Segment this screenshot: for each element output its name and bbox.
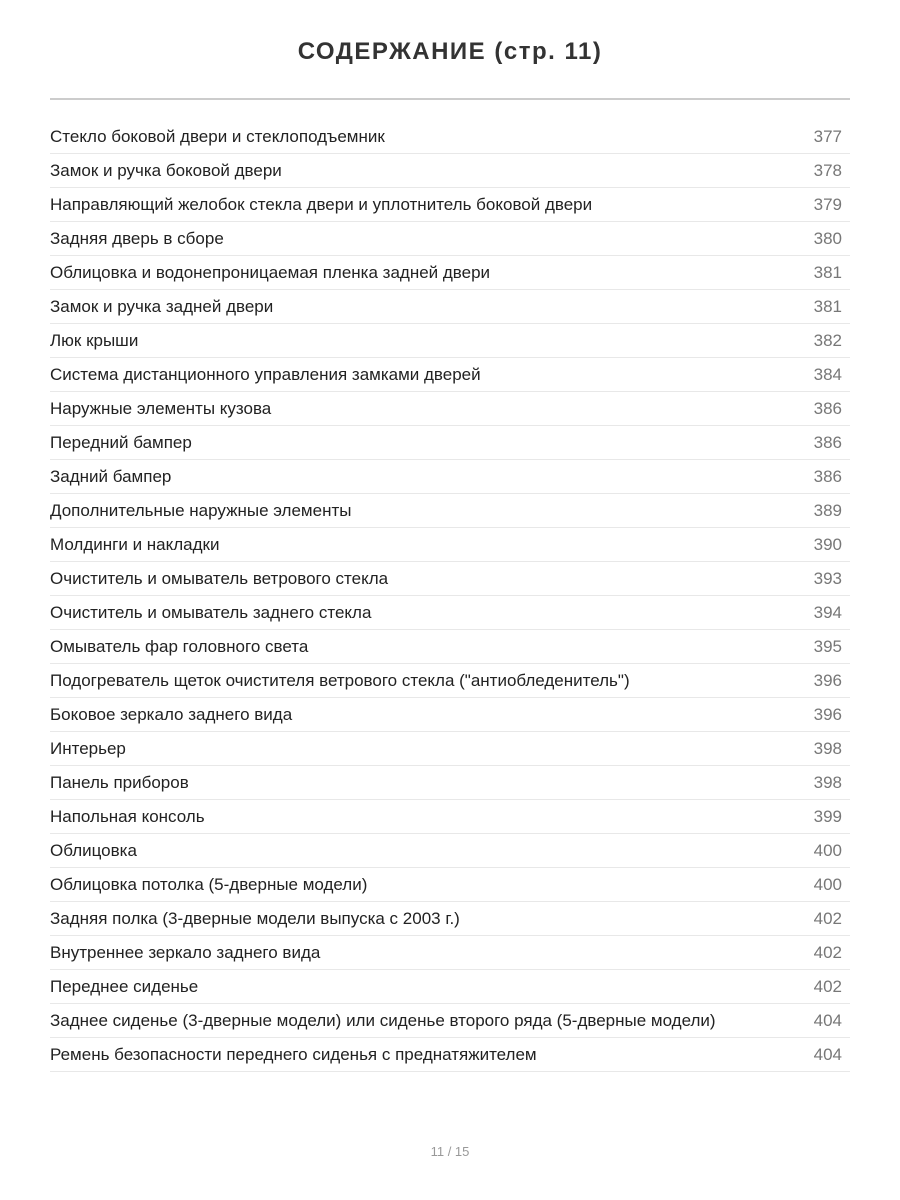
toc-entry-page: 377 — [813, 126, 842, 146]
toc-entry-page: 400 — [813, 874, 842, 894]
toc-entry-title: Панель приборов — [50, 772, 189, 792]
toc-entry-title: Система дистанционного управления замкам… — [50, 364, 481, 384]
page-title: СОДЕРЖАНИЕ (стр. 11) — [297, 38, 603, 65]
toc-entry-page: 396 — [813, 670, 842, 690]
toc-entry-title: Переднее сиденье — [50, 976, 199, 996]
toc-entry[interactable]: Панель приборов 398 — [50, 766, 850, 800]
toc-entry-page: 398 — [813, 772, 842, 792]
toc-entry[interactable]: Облицовка и водонепроницаемая пленка зад… — [50, 256, 850, 290]
toc-entry-page: 399 — [813, 806, 842, 826]
toc-entry-title: Направляющий желобок стекла двери и упло… — [50, 194, 593, 214]
toc-entry-title: Очиститель и омыватель ветрового стекла — [50, 568, 389, 588]
toc-entry[interactable]: Задний бампер 386 — [50, 460, 850, 494]
toc-entry-page: 386 — [813, 466, 842, 486]
toc-entry[interactable]: Замок и ручка задней двери 381 — [50, 290, 850, 324]
toc-entry-title: Омыватель фар головного света — [50, 636, 309, 656]
page-indicator: 11 / 15 — [430, 1144, 470, 1159]
toc-entry[interactable]: Задняя полка (3-дверные модели выпуска с… — [50, 902, 850, 936]
toc-entry-title: Молдинги и накладки — [50, 534, 220, 554]
toc-entry-title: Стекло боковой двери и стеклоподъемник — [50, 126, 385, 146]
toc-entry-title: Боковое зеркало заднего вида — [50, 704, 293, 724]
toc-entry-title: Облицовка потолка (5-дверные модели) — [50, 874, 368, 894]
toc-entry[interactable]: Очиститель и омыватель ветрового стекла 3… — [50, 562, 850, 596]
toc-entry-page: 390 — [813, 534, 842, 554]
toc-entry-page: 382 — [813, 330, 842, 350]
toc-entry[interactable]: Заднее сиденье (3-дверные модели) или си… — [50, 1004, 850, 1038]
toc-entry-title: Дополнительные наружные элементы — [50, 500, 352, 520]
toc-entry-title: Задний бампер — [50, 466, 172, 486]
toc-entry-title: Замок и ручка задней двери — [50, 296, 274, 316]
toc-entry[interactable]: Подогреватель щеток очистителя ветрового… — [50, 664, 850, 698]
toc-entry-page: 402 — [813, 942, 842, 962]
toc-entry-page: 404 — [813, 1010, 842, 1030]
toc-entry-page: 395 — [813, 636, 842, 656]
toc-entry-title: Замок и ручка боковой двери — [50, 160, 282, 180]
toc-entry[interactable]: Внутреннее зеркало заднего вида 402 — [50, 936, 850, 970]
toc-entry[interactable]: Передний бампер 386 — [50, 426, 850, 460]
toc-entry-title: Наружные элементы кузова — [50, 398, 272, 418]
toc-entry-page: 404 — [813, 1044, 842, 1064]
toc-entry-title: Очиститель и омыватель заднего стекла — [50, 602, 372, 622]
toc-entry[interactable]: Интерьер 398 — [50, 732, 850, 766]
toc-entry-page: 394 — [813, 602, 842, 622]
toc-entry-page: 396 — [813, 704, 842, 724]
toc-entry-page: 378 — [813, 160, 842, 180]
toc-entry[interactable]: Наружные элементы кузова 386 — [50, 392, 850, 426]
toc-entry[interactable]: Облицовка 400 — [50, 834, 850, 868]
toc-entry[interactable]: Стекло боковой двери и стеклоподъемник 37… — [50, 120, 850, 154]
toc-entry-page: 379 — [813, 194, 842, 214]
toc-entry-page: 402 — [813, 976, 842, 996]
toc-entry[interactable]: Задняя дверь в сборе 380 — [50, 222, 850, 256]
toc-entry[interactable]: Боковое зеркало заднего вида 396 — [50, 698, 850, 732]
toc-entry-title: Внутреннее зеркало заднего вида — [50, 942, 321, 962]
toc-entry-page: 381 — [813, 296, 842, 316]
toc-entry-page: 398 — [813, 738, 842, 758]
toc-entry[interactable]: Облицовка потолка (5-дверные модели) 400 — [50, 868, 850, 902]
title-divider — [50, 98, 850, 100]
table-of-contents: Стекло боковой двери и стеклоподъемник 37… — [50, 120, 850, 1072]
toc-entry-title: Люк крыши — [50, 330, 139, 350]
toc-entry[interactable]: Система дистанционного управления замкам… — [50, 358, 850, 392]
toc-entry[interactable]: Омыватель фар головного света 395 — [50, 630, 850, 664]
toc-entry-page: 393 — [813, 568, 842, 588]
toc-entry-page: 381 — [813, 262, 842, 282]
toc-entry-page: 386 — [813, 398, 842, 418]
toc-entry[interactable]: Молдинги и накладки 390 — [50, 528, 850, 562]
toc-entry-page: 400 — [813, 840, 842, 860]
toc-entry[interactable]: Люк крыши 382 — [50, 324, 850, 358]
toc-entry[interactable]: Очиститель и омыватель заднего стекла 394 — [50, 596, 850, 630]
toc-entry-title: Напольная консоль — [50, 806, 205, 826]
toc-entry[interactable]: Переднее сиденье 402 — [50, 970, 850, 1004]
toc-entry-title: Задняя дверь в сборе — [50, 228, 224, 248]
toc-entry[interactable]: Напольная консоль 399 — [50, 800, 850, 834]
toc-entry-title: Ремень безопасности переднего сиденья с … — [50, 1044, 537, 1064]
toc-entry-title: Передний бампер — [50, 432, 192, 452]
toc-entry-page: 384 — [813, 364, 842, 384]
toc-entry-title: Заднее сиденье (3-дверные модели) или си… — [50, 1010, 716, 1030]
toc-entry-title: Облицовка и водонепроницаемая пленка зад… — [50, 262, 491, 282]
toc-entry-title: Подогреватель щеток очистителя ветрового… — [50, 670, 630, 690]
toc-entry-page: 389 — [813, 500, 842, 520]
toc-entry[interactable]: Замок и ручка боковой двери 378 — [50, 154, 850, 188]
toc-entry-page: 386 — [813, 432, 842, 452]
toc-entry-title: Облицовка — [50, 840, 137, 860]
toc-entry-title: Интерьер — [50, 738, 126, 758]
toc-entry[interactable]: Дополнительные наружные элементы 389 — [50, 494, 850, 528]
toc-entry[interactable]: Направляющий желобок стекла двери и упло… — [50, 188, 850, 222]
toc-entry-title: Задняя полка (3-дверные модели выпуска с… — [50, 908, 460, 928]
toc-entry-page: 380 — [813, 228, 842, 248]
toc-entry[interactable]: Ремень безопасности переднего сиденья с … — [50, 1038, 850, 1072]
toc-entry-page: 402 — [813, 908, 842, 928]
